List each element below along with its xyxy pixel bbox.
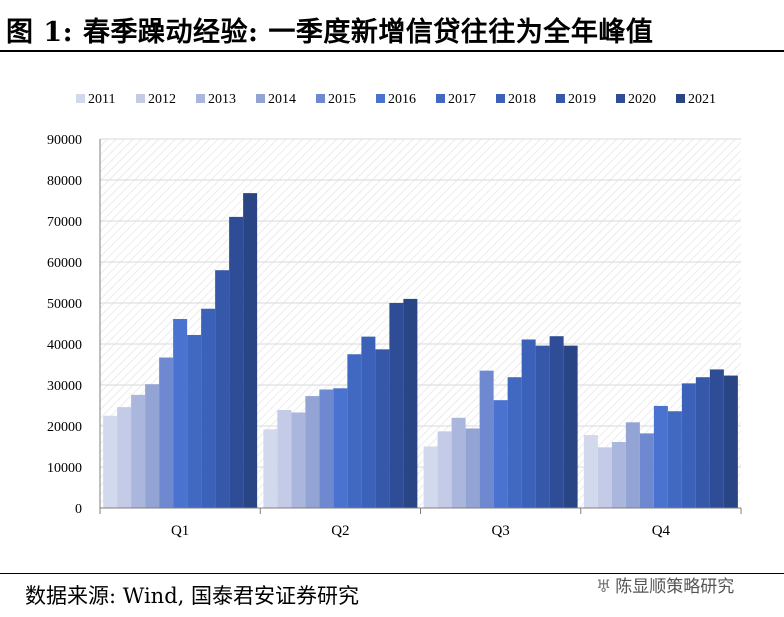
x-tick-label: Q3 [491, 523, 509, 539]
legend-label: 2013 [208, 92, 236, 107]
legend-label: 2020 [628, 92, 656, 107]
bar-2015-Q3 [479, 370, 494, 508]
bar-2017-Q2 [347, 354, 362, 508]
bar-2017-Q3 [507, 377, 522, 508]
title-divider [0, 50, 784, 52]
y-tick-label: 50000 [47, 297, 82, 312]
y-tick-label: 80000 [47, 174, 82, 189]
bar-2014-Q4 [625, 422, 640, 508]
bar-2012-Q1 [117, 407, 132, 508]
x-axis: Q1 Q2 Q3 Q4 [99, 507, 742, 539]
bar-2014-Q1 [145, 384, 160, 508]
bar-2020-Q3 [549, 336, 564, 508]
bar-2020-Q2 [389, 303, 404, 508]
y-tick-label: 40000 [47, 338, 82, 353]
legend-swatch [376, 94, 385, 103]
y-tick-label: 30000 [47, 379, 82, 394]
legend-swatch [436, 94, 445, 103]
bar-2020-Q1 [229, 216, 244, 508]
legend-swatch [196, 94, 205, 103]
bar-chart: 0 10000 20000 30000 40000 50000 60000 70000 8000… [47, 92, 742, 539]
bar-2018-Q1 [201, 308, 216, 508]
bar-2021-Q1 [243, 193, 258, 508]
bar-2021-Q3 [563, 345, 578, 508]
bar-2016-Q4 [653, 405, 668, 508]
watermark: ♅ 陈显顺策略研究 [596, 572, 734, 597]
bar-2012-Q2 [277, 410, 292, 508]
bar-2019-Q4 [695, 377, 710, 508]
legend-swatch [556, 94, 565, 103]
bar-2011-Q2 [263, 429, 278, 508]
bar-2021-Q4 [723, 375, 738, 508]
footer-divider [0, 573, 784, 574]
bar-2020-Q4 [709, 369, 724, 508]
legend-label: 2016 [388, 92, 416, 107]
legend-label: 2014 [268, 92, 296, 107]
bar-2018-Q3 [521, 339, 536, 508]
bar-2016-Q3 [493, 400, 508, 508]
figure-title: 图 1: 春季躁动经验: 一季度新增信贷往往为全年峰值 [6, 17, 654, 48]
bar-2021-Q2 [403, 298, 418, 508]
legend-label: 2011 [88, 92, 115, 107]
bar-2017-Q1 [187, 334, 202, 508]
bar-2014-Q3 [465, 428, 480, 508]
legend-swatch [616, 94, 625, 103]
wechat-icon: ♅ [596, 577, 612, 597]
bar-2011-Q1 [103, 415, 118, 508]
legend-label: 2015 [328, 92, 356, 107]
bar-2013-Q2 [291, 412, 306, 508]
bar-2013-Q1 [131, 394, 146, 508]
bar-2012-Q4 [597, 447, 612, 508]
watermark-text: 陈显顺策略研究 [615, 577, 735, 597]
legend-swatch [136, 94, 145, 103]
bar-2018-Q4 [681, 383, 696, 508]
legend-label: 2019 [568, 92, 596, 107]
x-tick-label: Q2 [331, 523, 349, 539]
bar-2019-Q3 [535, 345, 550, 508]
x-tick-label: Q4 [652, 523, 671, 539]
legend-label: 2018 [508, 92, 536, 107]
y-tick-label: 0 [75, 502, 82, 517]
bar-2011-Q4 [583, 435, 598, 508]
bar-2011-Q3 [423, 446, 438, 508]
bars [103, 193, 738, 508]
source-note: 数据来源: Wind, 国泰君安证券研究 [25, 584, 359, 608]
bar-2019-Q1 [215, 270, 230, 508]
bar-2019-Q2 [375, 349, 390, 508]
bar-2013-Q3 [451, 417, 466, 508]
bar-2015-Q1 [159, 357, 174, 508]
bar-2016-Q2 [333, 388, 348, 508]
legend-swatch [256, 94, 265, 103]
bar-2012-Q3 [437, 431, 452, 508]
bar-2014-Q2 [305, 396, 320, 508]
legend-swatch [676, 94, 685, 103]
legend-label: 2021 [688, 92, 716, 107]
y-tick-label: 60000 [47, 256, 82, 271]
bar-2018-Q2 [361, 336, 376, 508]
bar-2015-Q2 [319, 389, 334, 508]
y-tick-label: 20000 [47, 420, 82, 435]
legend-swatch [496, 94, 505, 103]
y-tick-label: 10000 [47, 461, 82, 476]
legend-swatch [316, 94, 325, 103]
y-axis: 0 10000 20000 30000 40000 50000 60000 70000 8000… [47, 133, 101, 517]
x-tick-label: Q1 [171, 523, 189, 539]
bar-2016-Q1 [173, 318, 188, 508]
legend: 2011 2012 2013 2014 2015 2016 2017 2018 2019 2020… [76, 92, 716, 107]
bar-2015-Q4 [639, 433, 654, 508]
legend-label: 2012 [148, 92, 176, 107]
y-tick-label: 70000 [47, 215, 82, 230]
y-tick-label: 90000 [47, 133, 82, 148]
bar-2017-Q4 [667, 411, 682, 508]
legend-swatch [76, 94, 85, 103]
bar-2013-Q4 [611, 441, 626, 508]
legend-label: 2017 [448, 92, 476, 107]
